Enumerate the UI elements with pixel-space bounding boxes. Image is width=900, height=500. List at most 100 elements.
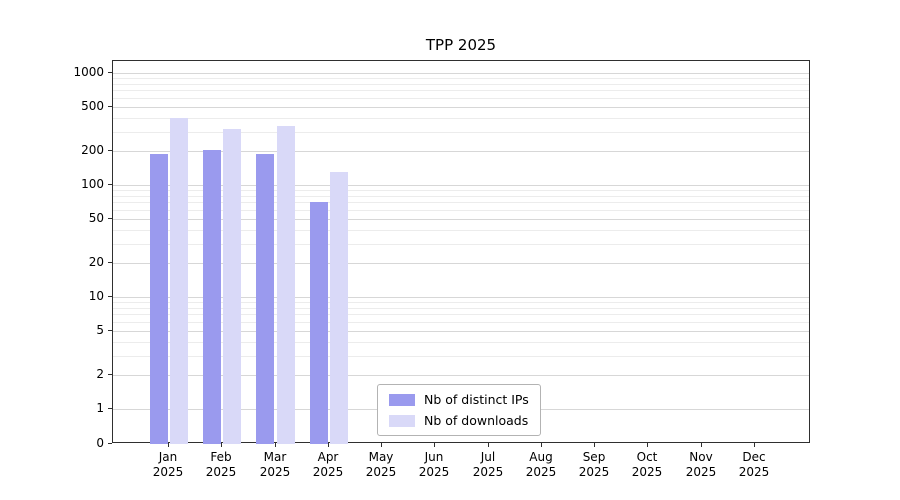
x-tick-month: Sep — [582, 450, 606, 464]
major-gridline — [113, 151, 809, 152]
bar-distinct-ips — [256, 153, 275, 444]
x-tick-mark — [221, 443, 222, 447]
x-tick-label: Sep 2025 — [559, 450, 629, 480]
y-tick-mark — [108, 296, 112, 297]
minor-gridline — [113, 202, 809, 203]
y-tick-mark — [108, 443, 112, 444]
bar-downloads — [170, 117, 189, 444]
y-tick-label: 200 — [81, 143, 104, 158]
bar-downloads — [223, 129, 242, 444]
legend-item-distinct-ips: Nb of distinct IPs — [389, 392, 529, 407]
legend: Nb of distinct IPs Nb of downloads — [377, 384, 541, 436]
bars-layer — [113, 61, 809, 444]
x-tick-month: Jul — [480, 450, 496, 464]
y-tick-label: 1 — [96, 401, 104, 415]
x-tick-month: Feb — [210, 450, 232, 464]
minor-gridline — [113, 342, 809, 343]
major-gridline — [113, 375, 809, 376]
y-tick-mark — [108, 105, 112, 107]
x-tick-label: Aug 2025 — [506, 450, 576, 480]
x-tick-label: Jul 2025 — [453, 450, 523, 480]
minor-gridline — [113, 302, 809, 303]
y-tick-label: 10 — [88, 289, 104, 303]
minor-gridline — [113, 190, 809, 191]
minor-gridline — [113, 84, 809, 85]
x-tick-year: 2025 — [418, 465, 450, 479]
legend-item-downloads: Nb of downloads — [389, 413, 529, 428]
major-gridline — [113, 107, 809, 108]
bar-distinct-ips — [149, 153, 168, 444]
x-tick-year: 2025 — [578, 465, 610, 479]
major-gridline — [113, 331, 809, 332]
minor-gridline — [113, 230, 809, 231]
x-tick-mark — [328, 443, 329, 447]
minor-gridline — [113, 118, 809, 119]
legend-label-distinct-ips: Nb of distinct IPs — [424, 392, 529, 407]
x-tick-year: 2025 — [738, 465, 770, 479]
y-tick-label: 100 — [81, 177, 104, 191]
x-tick-month: Dec — [742, 450, 766, 464]
y-tick-mark — [108, 408, 112, 409]
x-tick-mark — [541, 443, 542, 447]
x-tick-mark — [434, 443, 435, 447]
legend-swatch-downloads — [389, 414, 415, 427]
x-tick-mark — [647, 443, 648, 447]
x-tick-mark — [275, 443, 276, 447]
x-tick-mark — [594, 443, 595, 447]
x-tick-month: Nov — [689, 450, 713, 464]
minor-gridline — [113, 78, 809, 79]
minor-gridline — [113, 308, 809, 309]
minor-gridline — [113, 210, 809, 211]
minor-gridline — [113, 244, 809, 245]
minor-gridline — [113, 90, 809, 91]
major-gridline — [113, 185, 809, 186]
x-tick-year: 2025 — [525, 465, 557, 479]
y-tick-label: 20 — [88, 255, 104, 270]
bar-distinct-ips — [203, 150, 222, 444]
x-tick-label: Jan 2025 — [133, 450, 203, 480]
y-tick-label: 5 — [96, 322, 104, 337]
y-tick-mark — [108, 150, 112, 152]
minor-gridline — [113, 314, 809, 315]
x-tick-month: Oct — [636, 450, 658, 464]
legend-label-downloads: Nb of downloads — [424, 413, 529, 428]
plot-area: Nb of distinct IPs Nb of downloads — [112, 60, 810, 444]
x-tick-month: Aug — [529, 450, 553, 464]
x-tick-mark — [168, 443, 169, 447]
y-tick-mark — [108, 262, 112, 264]
x-tick-year: 2025 — [152, 465, 184, 479]
x-tick-year: 2025 — [631, 465, 663, 479]
x-tick-month: Jun — [424, 450, 444, 464]
x-tick-mark — [701, 443, 702, 447]
x-tick-label: Jun 2025 — [399, 450, 469, 480]
minor-gridline — [113, 196, 809, 197]
minor-gridline — [113, 356, 809, 357]
major-gridline — [113, 219, 809, 220]
major-gridline — [113, 73, 809, 74]
x-tick-label: Feb 2025 — [186, 450, 256, 480]
x-tick-label: Apr 2025 — [293, 450, 363, 480]
x-tick-year: 2025 — [472, 465, 504, 479]
legend-swatch-distinct-ips — [389, 393, 415, 406]
y-tick-label: 2 — [96, 367, 104, 382]
bar-distinct-ips — [309, 202, 328, 444]
x-tick-label: Nov 2025 — [666, 450, 736, 480]
x-tick-month: Jan — [158, 450, 178, 464]
x-tick-year: 2025 — [205, 465, 237, 479]
x-tick-mark — [381, 443, 382, 447]
bar-downloads — [276, 125, 295, 444]
x-tick-mark — [488, 443, 489, 447]
y-tick-mark — [108, 72, 112, 73]
minor-gridline — [113, 132, 809, 133]
x-tick-year: 2025 — [685, 465, 717, 479]
x-tick-mark — [754, 443, 755, 447]
major-gridline — [113, 297, 809, 298]
minor-gridline — [113, 98, 809, 99]
x-tick-year: 2025 — [312, 465, 344, 479]
y-tick-label: 1000 — [73, 65, 104, 79]
x-tick-label: May 2025 — [346, 450, 416, 480]
y-tick-mark — [108, 184, 112, 185]
y-tick-label: 500 — [81, 98, 104, 113]
x-tick-month: May — [368, 450, 394, 464]
